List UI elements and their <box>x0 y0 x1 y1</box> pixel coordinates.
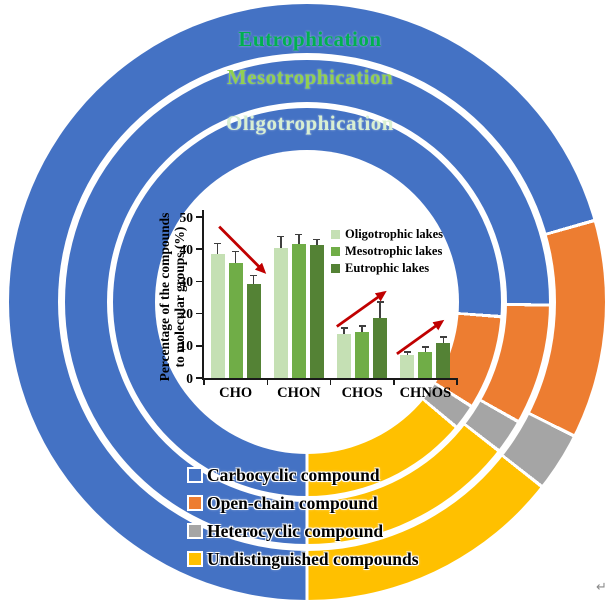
error-bar-line <box>442 337 445 344</box>
legend-swatch-icon <box>189 553 201 565</box>
legend-item-label: Heterocyclic compound <box>207 520 384 541</box>
error-bar-line <box>234 251 237 263</box>
error-bar-cap <box>340 327 348 329</box>
error-bar-cap <box>313 238 321 241</box>
y-tick-label: 0 <box>186 370 193 386</box>
paragraph-return-icon: ↵ <box>596 579 607 594</box>
bar-chos-oligotrophic[interactable] <box>337 333 352 378</box>
chart-legend-item[interactable]: Mesotrophic lakes <box>331 243 443 260</box>
x-tick-mark <box>456 380 458 385</box>
chart-legend: Oligotrophic lakes Mesotrophic lakes Eutro… <box>331 226 443 277</box>
bar-chnos-oligotrophic[interactable] <box>400 355 415 378</box>
y-axis-title: Percentage of the compounds to molecular … <box>157 212 187 382</box>
legend-item[interactable]: Carbocyclic compound <box>189 461 419 489</box>
legend-item-label: Undistinguished compounds <box>207 548 419 569</box>
legend-swatch-icon <box>331 247 340 256</box>
x-tick-mark <box>266 380 268 385</box>
category-label-chnos: CHNOS <box>399 385 452 401</box>
bar-chos-mesotrophic[interactable] <box>355 331 370 378</box>
error-bar-line <box>424 347 427 352</box>
y-tick-mark <box>196 312 202 315</box>
error-bar-cap <box>358 325 366 327</box>
y-tick-mark <box>196 280 202 283</box>
y-tick-mark <box>196 216 202 218</box>
ring-label-eutrophication: Eutrophication <box>238 27 382 51</box>
y-tick-label: 50 <box>179 209 194 225</box>
bar-cho-eutrophic[interactable] <box>246 284 261 378</box>
legend-swatch-icon <box>189 497 201 509</box>
y-tick-label: 40 <box>179 241 194 257</box>
category-label-chon: CHON <box>277 385 321 401</box>
bar-cho-mesotrophic[interactable] <box>228 262 243 378</box>
error-bar-cap <box>295 233 303 236</box>
legend-item[interactable]: Open-chain compound <box>189 489 419 517</box>
y-axis-line <box>202 210 204 380</box>
bar-cho-oligotrophic[interactable] <box>210 254 225 378</box>
x-tick-mark <box>203 380 205 385</box>
y-tick-label: 20 <box>179 306 194 322</box>
y-tick-mark <box>196 377 202 379</box>
error-bar-line <box>216 243 219 255</box>
y-tick-mark <box>196 345 202 347</box>
y-tick-mark <box>196 248 202 250</box>
y-tick-label: 30 <box>179 273 194 289</box>
bar-chon-oligotrophic[interactable] <box>273 247 288 378</box>
x-tick-mark <box>329 380 332 385</box>
error-bar-line <box>361 326 363 332</box>
error-bar-line <box>316 239 318 245</box>
error-bar-cap <box>232 250 240 253</box>
legend-swatch-icon <box>331 230 340 239</box>
ring-label-oligotrophication: Oligotrophication <box>226 111 394 135</box>
legend-swatch-icon <box>189 469 201 481</box>
error-bar-line <box>252 275 255 285</box>
error-bar-line <box>343 328 345 334</box>
chart-legend-label: Eutrophic lakes <box>345 261 430 275</box>
error-bar-cap <box>421 346 429 348</box>
error-bar-cap <box>214 242 222 245</box>
ring-gap <box>155 150 459 454</box>
error-bar-cap <box>403 351 411 353</box>
error-bar-cap <box>277 235 285 238</box>
error-bar-cap <box>439 336 447 338</box>
legend-item-label: Open-chain compound <box>207 492 378 513</box>
legend-item[interactable]: Heterocyclic compound <box>189 517 419 545</box>
error-bar-line <box>280 236 282 248</box>
legend-item-label: Carbocyclic compound <box>207 464 380 485</box>
chart-legend-item[interactable]: Eutrophic lakes <box>331 260 443 277</box>
bar-chon-eutrophic[interactable] <box>309 245 324 378</box>
error-bar-cap <box>250 274 258 277</box>
category-label-cho: CHO <box>219 385 253 401</box>
x-axis-line <box>202 378 458 380</box>
chart-legend-label: Mesotrophic lakes <box>345 244 443 258</box>
y-tick-label: 10 <box>179 338 194 354</box>
error-bar-line <box>298 234 300 244</box>
bar-chon-mesotrophic[interactable] <box>291 243 306 378</box>
ring-label-mesotrophication: Mesotrophication <box>226 65 394 89</box>
category-label-chos: CHOS <box>341 385 383 401</box>
bar-chos-eutrophic[interactable] <box>373 318 388 378</box>
error-bar-cap <box>376 301 384 303</box>
legend-item[interactable]: Undistinguished compounds <box>189 545 419 573</box>
x-tick-mark <box>393 380 395 385</box>
error-bar-line <box>379 302 381 319</box>
chart-legend-label: Oligotrophic lakes <box>345 227 444 241</box>
bar-chnos-eutrophic[interactable] <box>436 343 451 378</box>
bar-chnos-mesotrophic[interactable] <box>418 351 433 378</box>
chart-legend-item[interactable]: Oligotrophic lakes <box>331 226 443 243</box>
legend-swatch-icon <box>331 264 340 273</box>
compound-class-legend: Carbocyclic compound Open-chain compound H… <box>189 461 419 573</box>
legend-swatch-icon <box>189 525 201 537</box>
